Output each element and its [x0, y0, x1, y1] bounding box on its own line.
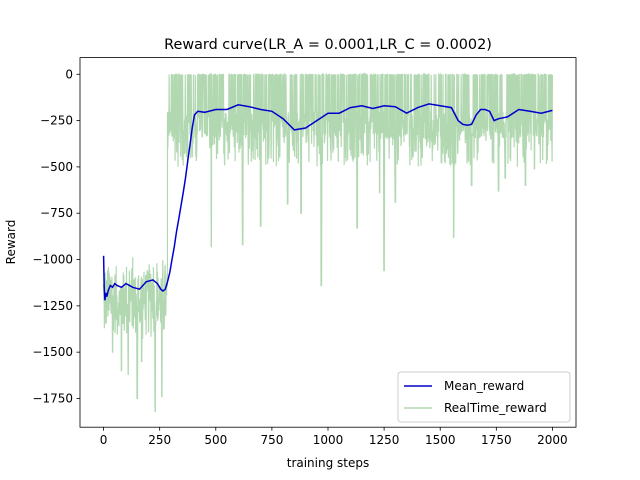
realtime-reward-line — [103, 72, 553, 413]
y-tick-label: 0 — [65, 67, 73, 81]
y-tick-label: −1250 — [32, 299, 73, 313]
realtime-reward-series — [103, 72, 553, 413]
x-axis-label: training steps — [287, 456, 370, 470]
legend: Mean_reward RealTime_reward — [397, 371, 571, 423]
y-tick-label: −1500 — [32, 345, 73, 359]
y-tick-label: −750 — [40, 206, 73, 220]
mean-reward-series — [102, 103, 553, 301]
legend-realtime-label: RealTime_reward — [444, 401, 547, 415]
x-tick-label: 1750 — [481, 433, 512, 447]
x-tick-label: 0 — [100, 433, 108, 447]
y-tick-label: −1000 — [32, 253, 73, 267]
legend-box — [397, 371, 571, 423]
x-tick-label: 1000 — [313, 433, 344, 447]
y-axis-ticks: 0 −250 −500 −750 −1000 −1250 −1500 −1750 — [32, 67, 80, 405]
y-tick-label: −500 — [40, 160, 73, 174]
x-tick-label: 750 — [260, 433, 283, 447]
legend-mean-label: Mean_reward — [444, 379, 524, 393]
chart-title: Reward curve(LR_A = 0.0001,LR_C = 0.0002… — [164, 37, 492, 53]
x-tick-label: 2000 — [537, 433, 568, 447]
x-tick-label: 500 — [204, 433, 227, 447]
x-tick-label: 1500 — [425, 433, 456, 447]
x-tick-label: 1250 — [369, 433, 400, 447]
x-axis-ticks: 0 250 500 750 1000 1250 1500 1750 2000 — [100, 427, 568, 447]
y-axis-label: Reward — [4, 220, 18, 265]
y-tick-label: −250 — [40, 114, 73, 128]
x-tick-label: 250 — [148, 433, 171, 447]
mean-reward-line — [102, 103, 553, 301]
y-tick-label: −1750 — [32, 391, 73, 405]
